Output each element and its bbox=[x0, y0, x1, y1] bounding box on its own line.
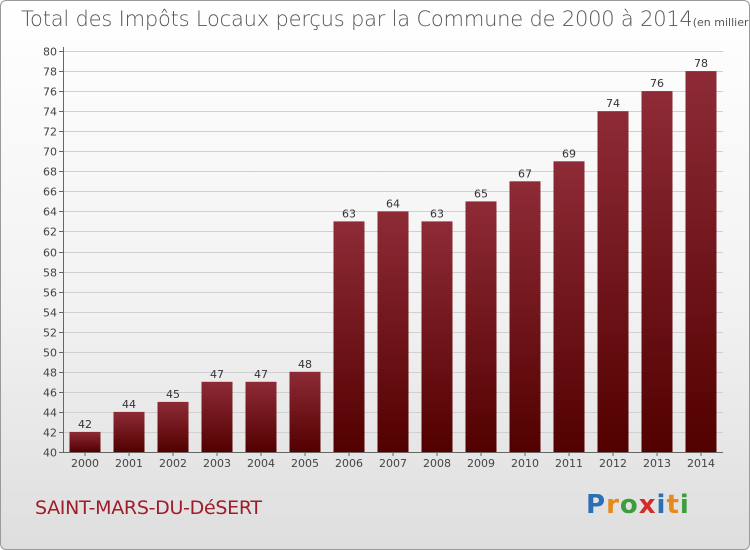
y-tick-label: 70 bbox=[43, 146, 57, 159]
x-tick-label: 2008 bbox=[423, 457, 451, 470]
bar bbox=[509, 181, 541, 453]
x-tick-label: 2004 bbox=[247, 457, 275, 470]
y-tick-label: 52 bbox=[43, 327, 57, 340]
chart-title: Total des Impôts Locaux perçus par la Co… bbox=[21, 7, 749, 31]
bar-value-label: 69 bbox=[562, 147, 576, 160]
title-main: Total des Impôts Locaux perçus par la Co… bbox=[21, 7, 693, 31]
bar-value-label: 47 bbox=[210, 368, 224, 381]
bar bbox=[421, 221, 453, 452]
logo-letter: t bbox=[666, 490, 680, 520]
y-tick-label: 46 bbox=[43, 387, 57, 400]
bar bbox=[289, 371, 321, 452]
bar-value-label: 63 bbox=[342, 207, 356, 220]
x-tick-label: 2011 bbox=[555, 457, 583, 470]
logo-letter: x bbox=[638, 490, 657, 520]
bar bbox=[597, 111, 629, 452]
x-tick-label: 2013 bbox=[643, 457, 671, 470]
y-tick-label: 56 bbox=[43, 287, 57, 300]
bar bbox=[157, 401, 189, 452]
bar-value-label: 47 bbox=[254, 368, 268, 381]
bars bbox=[69, 71, 717, 453]
y-tick-label: 60 bbox=[43, 247, 57, 260]
x-tick-label: 2000 bbox=[71, 457, 99, 470]
x-tick-label: 2006 bbox=[335, 457, 363, 470]
bar bbox=[201, 381, 233, 452]
y-tick-label: 54 bbox=[43, 307, 57, 320]
bar-value-label: 48 bbox=[298, 358, 312, 371]
logo-letter: P bbox=[586, 490, 607, 520]
labels: 40 42 44 46 48 50 52 54 56 58 60 62 64 66 68 70 72 74 76 78… bbox=[43, 46, 715, 471]
y-tick-label: 76 bbox=[43, 86, 57, 99]
logo-letter: o bbox=[619, 490, 639, 520]
y-tick-label: 74 bbox=[43, 106, 57, 119]
logo-letter: r bbox=[606, 490, 620, 520]
y-tick-label: 48 bbox=[43, 367, 57, 380]
x-tick-label: 2010 bbox=[511, 457, 539, 470]
y-tick-label: 62 bbox=[43, 226, 57, 239]
x-tick-label: 2003 bbox=[203, 457, 231, 470]
bar-value-label: 67 bbox=[518, 167, 532, 180]
bar bbox=[553, 161, 585, 453]
logo-letter: i bbox=[679, 490, 690, 520]
x-tick-label: 2002 bbox=[159, 457, 187, 470]
proxiti-logo[interactable]: Proxiti bbox=[586, 490, 690, 520]
bar bbox=[69, 431, 101, 452]
axes bbox=[59, 47, 723, 456]
x-tick-label: 2001 bbox=[115, 457, 143, 470]
y-tick-label: 66 bbox=[43, 186, 57, 199]
bar bbox=[377, 211, 409, 452]
x-tick-label: 2014 bbox=[687, 457, 715, 470]
y-tick-label: 50 bbox=[43, 347, 57, 360]
x-tick-label: 2005 bbox=[291, 457, 319, 470]
bar bbox=[333, 221, 365, 452]
y-tick-label: 68 bbox=[43, 166, 57, 179]
x-tick-label: 2012 bbox=[599, 457, 627, 470]
y-tick-label: 78 bbox=[43, 66, 57, 79]
x-tick-label: 2007 bbox=[379, 457, 407, 470]
commune-name: SAINT-MARS-DU-DéSERT bbox=[35, 497, 262, 519]
bar bbox=[465, 201, 497, 452]
bar-value-label: 63 bbox=[430, 207, 444, 220]
bar bbox=[245, 381, 277, 452]
y-tick-label: 80 bbox=[43, 46, 57, 59]
x-tick-label: 2009 bbox=[467, 457, 495, 470]
y-tick-label: 72 bbox=[43, 126, 57, 139]
bar-value-label: 78 bbox=[694, 57, 708, 70]
bar bbox=[641, 91, 673, 452]
bar bbox=[685, 71, 717, 452]
y-tick-label: 58 bbox=[43, 267, 57, 280]
bar-value-label: 44 bbox=[122, 398, 136, 411]
y-tick-label: 42 bbox=[43, 427, 57, 440]
bar bbox=[113, 411, 145, 452]
title-unit: (en milliers d'€) bbox=[692, 16, 749, 29]
bar-value-label: 76 bbox=[650, 77, 664, 90]
bar-value-label: 42 bbox=[78, 418, 92, 431]
y-tick-label: 40 bbox=[43, 447, 57, 460]
bar-value-label: 65 bbox=[474, 187, 488, 200]
bar-value-label: 74 bbox=[606, 97, 620, 110]
bar-value-label: 64 bbox=[386, 197, 400, 210]
y-tick-label: 64 bbox=[43, 206, 57, 219]
y-tick-label: 44 bbox=[43, 407, 57, 420]
logo-letter: i bbox=[656, 490, 667, 520]
bar-value-label: 45 bbox=[166, 388, 180, 401]
